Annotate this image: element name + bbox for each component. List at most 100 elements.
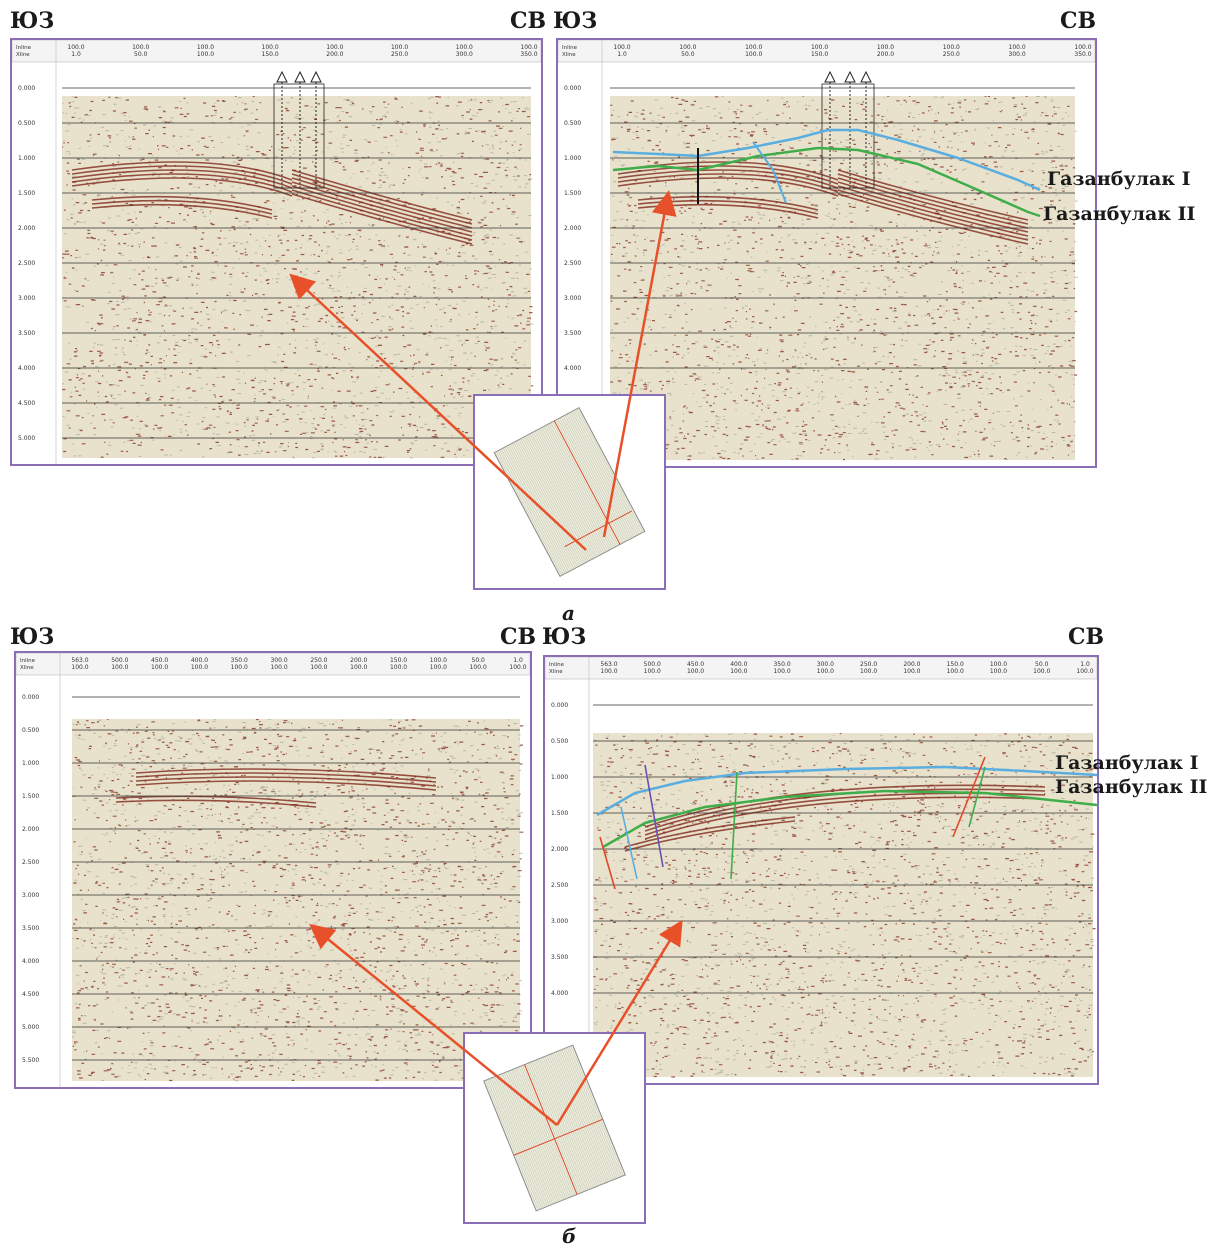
a_left-svg: InlineXline100.01.0100.050.0100.0100.010… [12, 40, 541, 464]
time-tick-label: 0.000 [22, 694, 39, 701]
fault-blue-line [620, 806, 638, 880]
time-tick-label: 3.000 [551, 918, 568, 925]
time-tick-label: 1.000 [551, 774, 568, 781]
location-map-inset-b [463, 1032, 646, 1224]
time-tick-label: 0.000 [551, 702, 568, 709]
fault-red-line-1 [599, 836, 616, 890]
header-label-inline: Inline [562, 45, 578, 51]
header-tick-bottom: 100.0 [270, 664, 287, 671]
time-tick-label: 5.000 [18, 435, 35, 442]
header-tick-top: 563.0 [600, 661, 617, 668]
header-tick-bottom: 100.0 [903, 668, 920, 675]
horizon-lower-line [602, 789, 1097, 849]
header-tick-bottom: 100.0 [151, 664, 168, 671]
header-tick-bottom: 100.0 [197, 51, 214, 58]
header-tick-bottom: 100.0 [730, 668, 747, 675]
time-tick-label: 2.500 [564, 260, 581, 267]
fault-blue-line [752, 141, 787, 204]
direction-sw-a-left: ЮЗ [10, 8, 55, 34]
header-tick-bottom: 250.0 [943, 51, 960, 58]
time-tick-label: 4.000 [564, 365, 581, 372]
header-tick-top: 100.0 [326, 44, 343, 51]
header-tick-bottom: 100.0 [860, 668, 877, 675]
header-tick-top: 100.0 [67, 44, 84, 51]
time-axis: 0.000 0.500 1.000 1.500 2.000 2.500 3.000 3.500… [564, 85, 1075, 372]
header-tick-bottom: 1.0 [71, 51, 81, 58]
seismic-section-a-left: Inline Xline 100.0 1.0 100.0 50.0 100.0 100.0 10… [10, 38, 543, 466]
horizon-label-upper-a: Газанбулак I [1047, 168, 1191, 190]
time-tick-label: 0.000 [18, 85, 35, 92]
well-markers [273, 70, 325, 189]
header-tick-bottom: 1.0 [617, 51, 627, 58]
header-tick-bottom: 350.0 [520, 51, 537, 58]
b_left-svg: InlineXline563.0100.0500.0100.0450.0100.… [16, 653, 530, 1087]
direction-sw-a-right: ЮЗ [553, 8, 598, 34]
header-tick-top: 100.0 [456, 44, 473, 51]
header-tick-top: 400.0 [191, 657, 208, 664]
seismic-section-b-left: Inline Xline 563.0 100.0 500.0 100.0 450.0 100.… [14, 651, 532, 1089]
header-tick-top: 300.0 [817, 661, 834, 668]
header-tick-top: 250.0 [310, 657, 327, 664]
seismic-section-b-right: Inline Xline 563.0 100.0 500.0 100.0 450.0 100.… [543, 655, 1099, 1085]
header-label-xline: Xline [16, 52, 30, 58]
time-tick-label: 4.000 [18, 365, 35, 372]
header-tick-top: 100.0 [1074, 44, 1091, 51]
horizon-upper-line [596, 765, 1097, 817]
header-tick-top: 350.0 [231, 657, 248, 664]
header-tick-top: 100.0 [877, 44, 894, 51]
header-tick-bottom: 100.0 [350, 664, 367, 671]
time-tick-label: 3.000 [564, 295, 581, 302]
time-tick-label: 2.500 [551, 882, 568, 889]
time-tick-label: 2.500 [22, 859, 39, 866]
header-tick-top: 50.0 [1035, 661, 1049, 668]
header-tick-top: 100.0 [990, 661, 1007, 668]
header-tick-bottom: 100.0 [430, 664, 447, 671]
seismic-area [593, 701, 1093, 1077]
location-map-inset-a [473, 394, 666, 590]
header-tick-top: 200.0 [350, 657, 367, 664]
figure-caption-a: а [562, 601, 575, 625]
header-tick-top: 100.0 [430, 657, 447, 664]
header-tick-top: 500.0 [111, 657, 128, 664]
header-tick-top: 500.0 [644, 661, 661, 668]
time-tick-label: 2.000 [18, 225, 35, 232]
header-label-xline: Xline [20, 665, 34, 671]
time-tick-label: 2.000 [551, 846, 568, 853]
time-tick-label: 3.500 [18, 330, 35, 337]
seismic-area [62, 84, 531, 458]
header-tick-top: 100.0 [132, 44, 149, 51]
time-tick-label: 0.500 [564, 120, 581, 127]
seismic-reflectors [617, 161, 1029, 245]
direction-ne-b-left: СВ [500, 624, 537, 650]
header-label-inline: Inline [549, 662, 565, 668]
header-tick-top: 100.0 [520, 44, 537, 51]
time-axis: 0.000 0.500 1.000 1.500 2.000 2.500 3.000 3.500… [22, 694, 520, 1064]
insetA-svg [493, 406, 646, 578]
header-tick-bottom: 100.0 [745, 51, 762, 58]
header-tick-top: 100.0 [391, 44, 408, 51]
fault-green-line-2 [968, 766, 986, 828]
header-tick-bottom: 100.0 [990, 668, 1007, 675]
time-tick-label: 5.000 [22, 1024, 39, 1031]
time-tick-label: 1.500 [22, 793, 39, 800]
header-tick-bottom: 100.0 [644, 668, 661, 675]
header-label-xline: Xline [562, 52, 576, 58]
horizon-lower-line [612, 146, 1041, 218]
time-tick-label: 3.500 [22, 925, 39, 932]
time-tick-label: 1.000 [564, 155, 581, 162]
header-tick-bottom: 100.0 [947, 668, 964, 675]
fault-green-line-1 [730, 771, 738, 880]
header-label-inline: Inline [20, 658, 36, 664]
header-tick-top: 150.0 [947, 661, 964, 668]
figure-caption-b: б [562, 1224, 577, 1248]
header-tick-top: 350.0 [773, 661, 790, 668]
seismic-reflectors [115, 768, 437, 808]
time-tick-label: 0.500 [551, 738, 568, 745]
header-tick-bottom: 100.0 [600, 668, 617, 675]
time-tick-label: 0.500 [22, 727, 39, 734]
well-markers [821, 70, 875, 189]
time-tick-label: 1.500 [564, 190, 581, 197]
header-tick-bottom: 100.0 [111, 664, 128, 671]
header-tick-bottom: 100.0 [231, 664, 248, 671]
time-tick-label: 3.000 [22, 892, 39, 899]
